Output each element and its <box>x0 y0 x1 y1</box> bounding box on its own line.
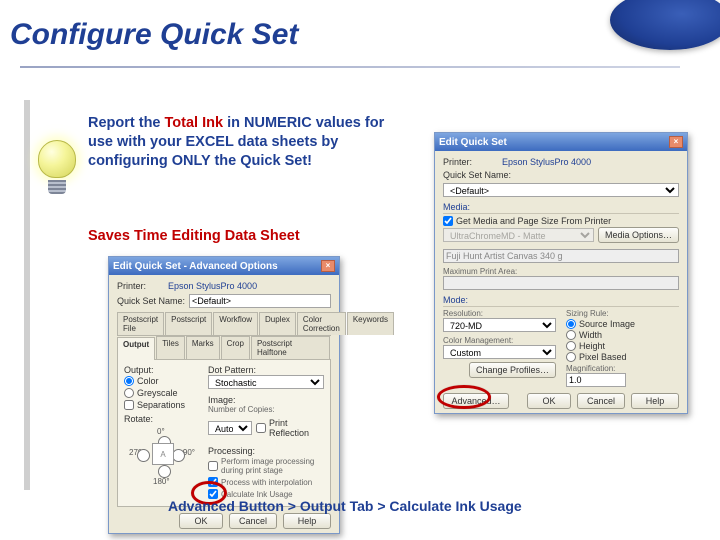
dot-pattern-select[interactable]: Stochastic <box>208 375 324 389</box>
corner-decoration <box>610 0 720 50</box>
magnification-label: Magnification: <box>566 364 679 373</box>
copy-pre: Report the <box>88 115 165 131</box>
tip-copy: Report the Total Ink in NUMERIC values f… <box>88 114 408 171</box>
page-icon: A <box>152 443 174 465</box>
mode-heading: Mode: <box>443 295 679 307</box>
deg-0: 0° <box>157 427 165 436</box>
lightbulb-icon <box>34 140 80 202</box>
image-heading: Image: <box>208 395 324 405</box>
quickset-name-input[interactable] <box>189 294 331 308</box>
check-get-media-from-printer[interactable]: Get Media and Page Size From Printer <box>443 216 679 226</box>
tab-halftone[interactable]: Postscript Halftone <box>251 336 330 359</box>
ok-button[interactable]: OK <box>179 513 223 529</box>
help-button[interactable]: Help <box>631 393 679 409</box>
slide-title: Configure Quick Set <box>10 18 298 52</box>
media-type-select: UltraChromeMD - Matte <box>443 228 594 242</box>
advanced-button[interactable]: Advanced… <box>443 393 509 409</box>
resolution-label: Resolution: <box>443 309 556 318</box>
check-print-reflection[interactable]: Print Reflection <box>256 418 324 438</box>
dialog-button-row: Advanced… OK Cancel Help <box>443 393 679 409</box>
quickset-name-label: Quick Set Name: <box>117 296 185 306</box>
dialog-title: Edit Quick Set - Advanced Options <box>113 261 278 272</box>
check-separations[interactable]: Separations <box>124 400 202 410</box>
output-tab-panel: Output: Color Greyscale Separations Rota… <box>117 360 331 507</box>
tab-postscript[interactable]: Postscript <box>165 312 212 335</box>
rotate-270[interactable] <box>137 449 150 462</box>
tab-workflow[interactable]: Workflow <box>213 312 258 335</box>
tab-postscript-file[interactable]: Postscript File <box>117 312 164 335</box>
check-interpolation[interactable]: Process with interpolation <box>208 477 324 487</box>
resolution-select[interactable]: 720-MD <box>443 318 556 332</box>
magnification-input[interactable] <box>566 373 626 387</box>
radio-greyscale[interactable]: Greyscale <box>124 388 202 398</box>
dot-pattern-label: Dot Pattern: <box>208 365 324 375</box>
media-options-button[interactable]: Media Options… <box>598 227 679 243</box>
dialog-button-row: OK Cancel Help <box>117 513 331 529</box>
output-heading: Output: <box>124 365 202 375</box>
paper-name-input <box>443 249 679 263</box>
rotate-label: Rotate: <box>124 414 202 424</box>
dialog-titlebar[interactable]: Edit Quick Set - Advanced Options × <box>109 257 339 275</box>
copies-select[interactable]: Auto <box>208 421 252 435</box>
change-profiles-button[interactable]: Change Profiles… <box>469 362 556 378</box>
quickset-name-label: Quick Set Name: <box>443 170 515 180</box>
tab-duplex[interactable]: Duplex <box>259 312 296 335</box>
tab-strip: Postscript File Postscript Workflow Dupl… <box>117 312 331 336</box>
radio-color[interactable]: Color <box>124 376 202 386</box>
printer-value: Epson StylusPro 4000 <box>168 281 257 291</box>
cancel-button[interactable]: Cancel <box>577 393 625 409</box>
max-print-area-label: Maximum Print Area: <box>443 267 679 276</box>
dialog-advanced-options: Edit Quick Set - Advanced Options × Prin… <box>108 256 340 534</box>
tab-strip-2: Output Tiles Marks Crop Postscript Halft… <box>117 336 331 360</box>
check-perform-processing[interactable]: Perform image processing during print st… <box>208 457 324 475</box>
close-icon[interactable]: × <box>669 136 683 148</box>
dialog-titlebar[interactable]: Edit Quick Set × <box>435 133 687 151</box>
dialog-edit-quick-set: Edit Quick Set × Printer: Epson StylusPr… <box>434 132 688 414</box>
dialog-title: Edit Quick Set <box>439 137 507 148</box>
copies-label: Number of Copies: <box>208 405 275 414</box>
help-button[interactable]: Help <box>283 513 331 529</box>
breadcrumb-path: Advanced Button > Output Tab > Calculate… <box>168 498 522 514</box>
media-heading: Media: <box>443 202 679 214</box>
rotate-diagram: 0° 90° 180° 270° A <box>135 426 191 482</box>
tip-copy-2: Saves Time Editing Data Sheet <box>88 228 300 244</box>
processing-heading: Processing: <box>208 446 324 456</box>
printer-value: Epson StylusPro 4000 <box>502 157 591 167</box>
quickset-name-select[interactable]: <Default> <box>443 183 679 197</box>
title-underline <box>20 66 680 68</box>
close-icon[interactable]: × <box>321 260 335 272</box>
radio-source-image[interactable]: Source Image <box>566 319 679 329</box>
radio-pixel-based[interactable]: Pixel Based <box>566 352 679 362</box>
left-accent-bar <box>24 100 30 490</box>
rotate-180[interactable] <box>158 465 171 478</box>
max-print-area-input <box>443 276 679 290</box>
copy-emphasis: Total Ink <box>165 115 224 131</box>
printer-label: Printer: <box>117 281 146 291</box>
ok-button[interactable]: OK <box>527 393 571 409</box>
printer-label: Printer: <box>443 157 472 167</box>
radio-height[interactable]: Height <box>566 341 679 351</box>
sizing-rule-heading: Sizing Rule: <box>566 309 679 318</box>
tab-crop[interactable]: Crop <box>221 336 250 359</box>
cancel-button[interactable]: Cancel <box>229 513 277 529</box>
tab-marks[interactable]: Marks <box>186 336 220 359</box>
tab-color-correction[interactable]: Color Correction <box>297 312 346 335</box>
tab-output[interactable]: Output <box>117 337 155 360</box>
deg-180: 180° <box>153 477 170 486</box>
tab-keywords[interactable]: Keywords <box>347 312 394 335</box>
radio-width[interactable]: Width <box>566 330 679 340</box>
color-mgmt-select[interactable]: Custom <box>443 345 556 359</box>
color-mgmt-label: Color Management: <box>443 336 556 345</box>
tab-tiles[interactable]: Tiles <box>156 336 185 359</box>
